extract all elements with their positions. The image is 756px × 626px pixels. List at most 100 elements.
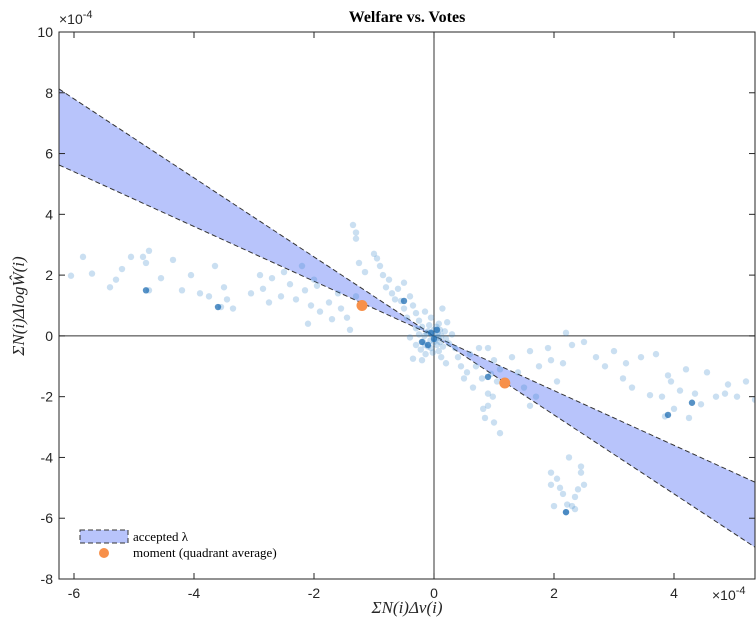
scatter-point (489, 393, 496, 400)
scatter-point (406, 334, 414, 341)
scatter-point (622, 360, 630, 367)
scatter-point (444, 319, 451, 326)
moment-point (356, 300, 368, 311)
scatter-point (571, 493, 579, 501)
scatter-point (334, 290, 342, 297)
legend-band-label: accepted λ (133, 529, 189, 544)
y-tick-label: 10 (37, 24, 53, 40)
scatter-point (433, 326, 441, 334)
scatter-point (571, 505, 579, 513)
scatter-point (457, 363, 465, 370)
x-tick-label: -6 (68, 585, 81, 601)
legend-moment-label: moment (quadrant average) (133, 545, 277, 560)
y-tick-label: 6 (45, 146, 53, 162)
scatter-point (211, 262, 219, 270)
moment-point (499, 377, 511, 389)
scatter-point (157, 274, 165, 282)
y-tick-label: 8 (45, 85, 53, 101)
x-tick-label: 0 (430, 585, 438, 601)
scatter-point (187, 271, 195, 279)
scatter-point (316, 308, 324, 315)
scatter-point (526, 402, 534, 409)
y-tick-label: 4 (45, 206, 53, 222)
scatter-point (703, 369, 711, 376)
y-tick-label: -2 (41, 389, 54, 405)
scatter-point (664, 411, 672, 419)
y-tick-label: -6 (41, 510, 54, 526)
scatter-point (532, 393, 540, 400)
scatter-point (418, 357, 426, 364)
scatter-point (484, 344, 492, 352)
scatter-point (438, 353, 445, 361)
scatter-point (439, 305, 446, 312)
legend: accepted λ moment (quadrant average) (79, 529, 277, 560)
scatter-point (712, 393, 720, 400)
scatter-point (343, 314, 351, 321)
scatter-point (562, 508, 570, 516)
scatter-point (565, 454, 573, 461)
scatter-point (346, 326, 354, 334)
scatter-point (118, 265, 126, 273)
scatter-point (577, 469, 585, 476)
scatter-point (568, 502, 576, 510)
scatter-point (451, 344, 459, 352)
y-tick-label: -8 (41, 571, 54, 587)
scatter-point (475, 344, 483, 352)
y-axis-exponent: ×10-4 (59, 9, 93, 27)
legend-moment-marker (99, 548, 109, 558)
scatter-point (280, 268, 288, 276)
scatter-point (391, 296, 399, 303)
scatter-point (463, 369, 471, 376)
scatter-point (178, 287, 186, 294)
scatter-point (67, 272, 75, 279)
scatter-point (562, 329, 570, 337)
scatter-point (307, 302, 315, 309)
scatter-point (697, 401, 705, 408)
scatter-point (256, 271, 264, 279)
scatter-point (658, 393, 666, 400)
scatter-point (427, 314, 435, 321)
scatter-point (454, 353, 462, 361)
scatter-point (580, 338, 588, 346)
scatter-point (610, 347, 618, 355)
scatter-point (676, 387, 684, 394)
scatter-point (490, 419, 498, 426)
scatter-point (577, 463, 585, 470)
scatter-point (79, 253, 87, 261)
y-tick-label: -4 (41, 449, 54, 465)
scatter-point (441, 328, 448, 335)
scatter-point (361, 268, 369, 276)
scatter-point (418, 323, 426, 330)
scatter-point (646, 391, 654, 399)
scatter-point (445, 340, 453, 347)
scatter-point (277, 293, 285, 300)
y-ticks: -8 -6 -4 -2 0 2 4 6 8 10 (37, 24, 755, 587)
scatter-point (535, 363, 543, 370)
scatter-point (664, 372, 672, 379)
scatter-point (592, 353, 600, 361)
scatter-point (373, 255, 381, 262)
scatter-point (403, 314, 411, 321)
scatter-point (220, 284, 228, 291)
scatter-point (415, 317, 423, 324)
scatter-point (564, 501, 571, 508)
scatter-point (214, 303, 222, 311)
scatter-point (298, 262, 306, 270)
scatter-point (484, 390, 492, 397)
scatter-point (265, 299, 273, 306)
scatter-point (682, 366, 690, 373)
scatter-point (352, 293, 360, 300)
y-axis-label: ΣN(i)ΔlogŴ(i) (9, 256, 28, 357)
x-tick-label: 4 (670, 585, 678, 601)
scatter-point (526, 347, 534, 355)
scatter-point (580, 481, 588, 488)
scatter-point (422, 350, 429, 358)
svg-text:×10-4: ×10-4 (59, 9, 93, 27)
scatter-point (421, 308, 429, 315)
scatter-point (721, 390, 729, 397)
scatter-point (427, 329, 435, 337)
scatter-point (550, 502, 558, 510)
scatter-point (406, 293, 414, 300)
scatter-point (493, 378, 501, 385)
scatter-point (127, 253, 135, 261)
